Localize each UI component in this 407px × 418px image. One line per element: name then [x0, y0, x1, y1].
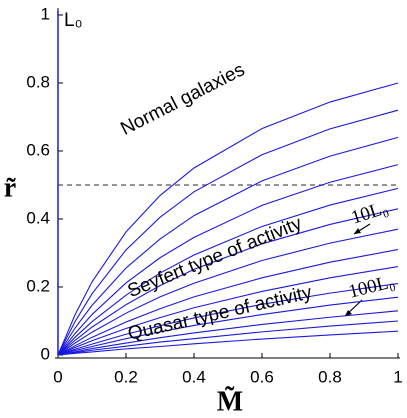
curve: [57, 164, 399, 356]
curve: [57, 283, 399, 356]
arrow-head: [354, 228, 361, 234]
curve: [57, 296, 399, 356]
x-axis-label: M̃: [217, 386, 243, 417]
annotation: Normal galaxies: [117, 59, 248, 140]
y-axis-label: r̃: [4, 172, 17, 203]
curve: [57, 266, 399, 356]
curve: [57, 136, 399, 356]
y-tick-label: 0: [41, 344, 50, 363]
x-tick-label: 0.2: [114, 367, 138, 386]
x-tick-label: 0.4: [182, 367, 206, 386]
x-tick-label: 0.8: [318, 367, 342, 386]
curve: [57, 249, 399, 356]
curve: [57, 82, 399, 356]
curve: [57, 109, 399, 356]
curve: [57, 208, 399, 356]
curve: [57, 310, 399, 356]
y-tick-label: 0.4: [26, 208, 50, 227]
annotation: 10L₀: [349, 197, 391, 228]
x-tick-label: 0.6: [250, 367, 274, 386]
curve: [57, 330, 399, 356]
y-tick-label: 0.8: [26, 72, 50, 91]
arrow-head: [345, 310, 352, 316]
line-label: L₀: [64, 10, 82, 31]
y-tick-label: 0.6: [26, 140, 50, 159]
x-tick-label: 1: [393, 367, 402, 386]
x-tick-label: 0: [53, 367, 62, 386]
curve: [57, 187, 399, 356]
curve: [57, 228, 399, 356]
curve: [57, 320, 399, 356]
y-tick-label: 1: [41, 4, 50, 23]
y-tick-label: 0.2: [26, 276, 50, 295]
